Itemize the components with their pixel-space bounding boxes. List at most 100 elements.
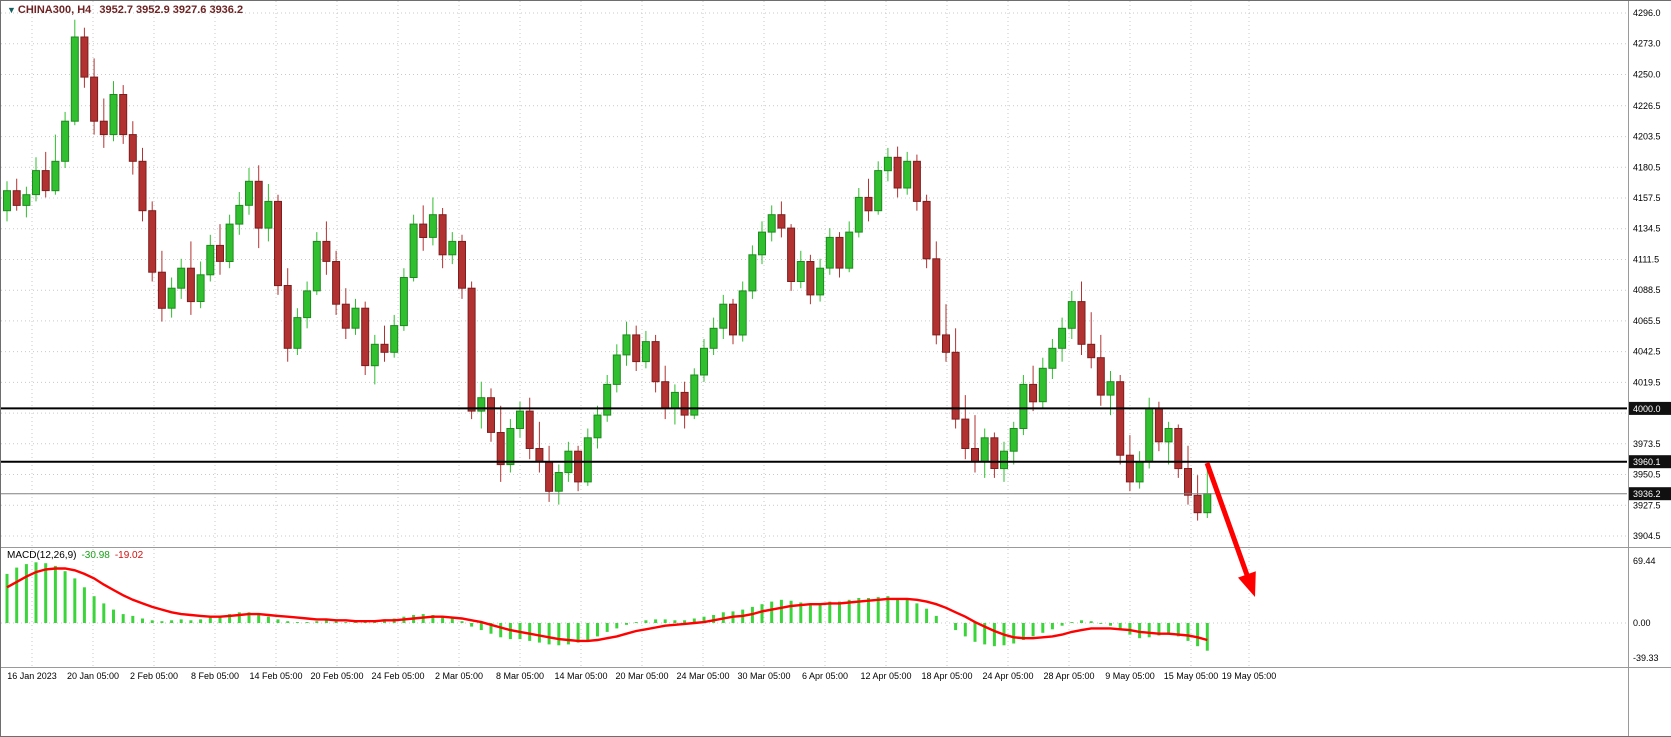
- candle-body: [51, 160, 60, 192]
- candle-body: [322, 240, 331, 262]
- candle-body: [835, 236, 844, 269]
- candle-body: [1029, 383, 1038, 403]
- price-tick-label: 3904.5: [1633, 531, 1661, 541]
- macd-signal-value: -19.02: [114, 550, 144, 561]
- price-tick-label: 4088.5: [1633, 285, 1661, 295]
- candle-body: [932, 258, 941, 336]
- candle-body: [864, 196, 873, 212]
- candle-body: [874, 170, 883, 212]
- candle-body: [912, 160, 921, 202]
- candle-body: [1125, 454, 1134, 483]
- candle-body: [477, 397, 486, 412]
- price-level-box: [1629, 455, 1671, 469]
- down-arrow-head: [1238, 571, 1256, 597]
- candle-body: [758, 231, 766, 256]
- price-tick-label: 4042.5: [1633, 347, 1661, 357]
- price-tick-label: 4203.5: [1633, 132, 1661, 142]
- candle-body: [458, 240, 466, 289]
- candle-body: [80, 36, 89, 78]
- candle-body: [825, 236, 834, 269]
- candle-body: [1116, 381, 1125, 456]
- candle-body: [148, 210, 157, 273]
- time-tick-label: 14 Mar 05:00: [554, 671, 607, 681]
- candle-body: [293, 317, 302, 349]
- price-tick-label: 3973.5: [1633, 439, 1661, 449]
- candle-body: [516, 410, 524, 430]
- candle-body: [32, 170, 40, 196]
- candle-body: [235, 204, 244, 225]
- candle-body: [390, 325, 399, 353]
- candle-body: [787, 227, 796, 283]
- candle-body: [603, 383, 612, 416]
- candle-body: [593, 414, 602, 439]
- candle-body: [90, 76, 99, 122]
- time-tick-label: 6 Apr 05:00: [802, 671, 848, 681]
- price-tick-label: 4273.0: [1633, 39, 1661, 49]
- candle-body: [351, 307, 360, 329]
- time-tick-label: 20 Jan 05:00: [67, 671, 119, 681]
- time-tick-label: 2 Feb 05:00: [130, 671, 178, 681]
- time-tick-label: 28 Apr 05:00: [1043, 671, 1094, 681]
- candle-body: [883, 156, 892, 172]
- price-tick-label: 3927.5: [1633, 500, 1661, 510]
- candle-body: [535, 448, 544, 463]
- candle-body: [854, 196, 863, 233]
- candle-body: [1184, 468, 1192, 496]
- time-tick-label: 20 Mar 05:00: [615, 671, 668, 681]
- candle-body: [700, 347, 708, 376]
- candle-body: [1193, 494, 1202, 514]
- candle-body: [225, 223, 234, 263]
- candle-body: [41, 170, 50, 192]
- time-tick-label: 8 Mar 05:00: [496, 671, 544, 681]
- candle-body: [1164, 428, 1173, 443]
- candle-body: [312, 240, 321, 292]
- ohlc-values: 3952.7 3952.9 3927.6 3936.2: [99, 4, 244, 16]
- candle-body: [612, 354, 621, 385]
- candle-body: [1009, 428, 1018, 452]
- price-tick-label: 4180.5: [1633, 162, 1661, 172]
- candle-body: [1019, 383, 1028, 429]
- price-level-box: [1629, 487, 1671, 501]
- candle-body: [922, 200, 931, 260]
- candle-body: [254, 180, 263, 229]
- down-arrow-shaft: [1204, 462, 1250, 576]
- candle-body: [554, 472, 563, 492]
- candle-body: [670, 391, 679, 409]
- candle-body: [138, 160, 147, 212]
- candle-body: [12, 190, 21, 206]
- candle-body: [1067, 301, 1076, 329]
- candle-body: [990, 437, 999, 469]
- price-level-box-label: 3960.1: [1633, 457, 1661, 467]
- candle-body: [157, 271, 166, 309]
- candle-body: [545, 461, 554, 492]
- candle-body: [1077, 301, 1086, 345]
- candle-body: [583, 437, 592, 483]
- candle-body: [777, 214, 786, 229]
- candle-body: [806, 261, 815, 296]
- time-tick-label: 30 Mar 05:00: [737, 671, 790, 681]
- candle-body: [729, 303, 737, 336]
- candle-body: [622, 334, 631, 356]
- candle-body: [1174, 428, 1183, 470]
- candle-body: [99, 120, 108, 136]
- candle-body: [1154, 407, 1163, 443]
- symbol-marker-icon: ▼: [7, 5, 16, 15]
- candle-body: [3, 190, 11, 212]
- candle-body: [1038, 367, 1047, 403]
- candle-body: [903, 160, 912, 189]
- candle-body: [467, 287, 476, 412]
- time-tick-label: 24 Apr 05:00: [982, 671, 1033, 681]
- candle-body: [409, 223, 418, 279]
- candle-body: [709, 327, 718, 349]
- candle-body: [1135, 461, 1144, 483]
- candle-body: [177, 267, 186, 289]
- candle-body: [632, 334, 641, 363]
- time-tick-label: 14 Feb 05:00: [249, 671, 302, 681]
- candle-body: [748, 254, 757, 292]
- candle-body: [216, 244, 224, 262]
- price-tick-label: 4134.5: [1633, 224, 1661, 234]
- candle-body: [22, 194, 31, 206]
- candle-body: [119, 94, 128, 136]
